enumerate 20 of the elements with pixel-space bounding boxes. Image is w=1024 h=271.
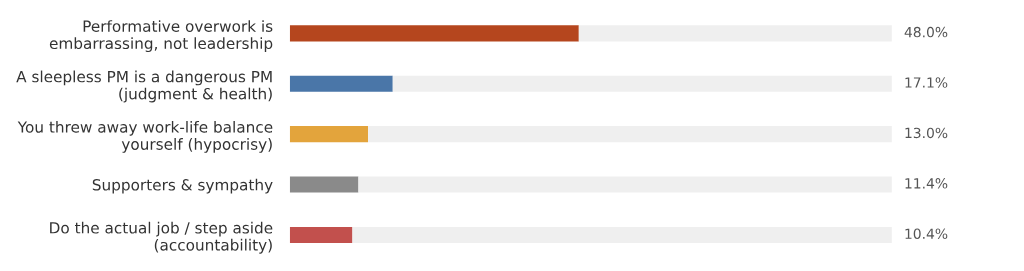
data-label: 17.1% xyxy=(905,77,948,88)
y-tick-label: A sleepless PM is a dangerous PM (judgment & health) xyxy=(16,70,272,103)
bar xyxy=(289,126,369,143)
data-label: 13.0% xyxy=(905,127,948,139)
bar xyxy=(368,126,892,143)
bar xyxy=(578,25,892,42)
bar xyxy=(289,176,359,193)
data-label: 11.4% xyxy=(905,178,948,189)
bar xyxy=(289,75,393,92)
y-tick-label: You threw away work-life balance yourself (hypocrisy) xyxy=(17,120,273,153)
bar xyxy=(392,75,892,92)
data-label: 10.4% xyxy=(905,228,948,239)
bar xyxy=(289,226,353,244)
bar xyxy=(352,226,892,244)
bar xyxy=(289,25,579,42)
data-label: 48.0% xyxy=(904,26,948,38)
y-tick-label: Do the actual job / step aside (accountability) xyxy=(50,221,273,254)
y-tick-label: Performative overwork is embarrassing, not leadership xyxy=(49,20,273,53)
bar xyxy=(358,176,892,193)
y-tick-label: Supporters & sympathy xyxy=(92,178,273,194)
